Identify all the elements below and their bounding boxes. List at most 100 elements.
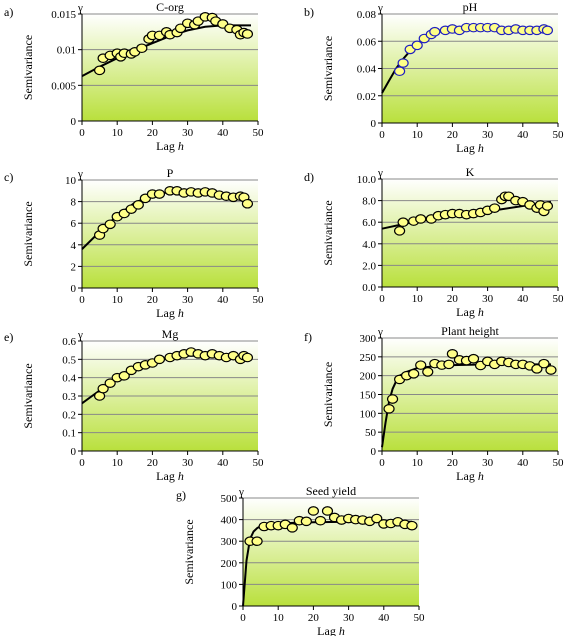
y-tick-label: 100 bbox=[360, 408, 377, 420]
chart-title: C-org bbox=[156, 0, 184, 14]
data-point bbox=[174, 23, 187, 34]
y-tick-label: 0.5 bbox=[62, 354, 76, 366]
chart-title: P bbox=[167, 166, 174, 180]
gamma-symbol: γ bbox=[77, 2, 83, 14]
data-point bbox=[251, 536, 263, 546]
y-axis-label: Semivariance bbox=[321, 36, 335, 101]
data-point bbox=[241, 352, 254, 363]
x-axis-label: Lag h bbox=[156, 139, 184, 153]
y-axis-label: Semivariance bbox=[321, 362, 335, 427]
data-point bbox=[132, 200, 144, 210]
data-point bbox=[406, 520, 418, 531]
y-tick-label: 0.0 bbox=[362, 282, 376, 294]
x-tick-label: 10 bbox=[412, 129, 424, 141]
y-tick-label: 400 bbox=[221, 515, 238, 527]
y-tick-label: 0 bbox=[71, 446, 77, 458]
data-point bbox=[545, 365, 557, 375]
y-tick-label: 0.005 bbox=[51, 80, 76, 92]
y-tick-label: 0 bbox=[71, 116, 77, 128]
y-tick-label: 8 bbox=[71, 197, 77, 209]
x-axis-label: Lag h bbox=[156, 469, 184, 483]
data-point bbox=[153, 189, 166, 199]
data-point bbox=[241, 29, 254, 39]
x-tick-label: 40 bbox=[517, 293, 529, 305]
y-tick-label: 0.06 bbox=[357, 36, 377, 48]
data-point bbox=[300, 516, 312, 527]
gamma-symbol: γ bbox=[77, 329, 83, 341]
y-tick-label: 0.08 bbox=[357, 9, 377, 21]
data-point bbox=[104, 378, 116, 388]
y-tick-label: 6 bbox=[71, 218, 77, 230]
data-point bbox=[314, 515, 327, 526]
x-tick-label: 20 bbox=[447, 293, 459, 305]
y-tick-label: 4 bbox=[71, 240, 77, 252]
data-point bbox=[394, 66, 406, 77]
y-tick-label: 150 bbox=[360, 390, 377, 402]
data-point bbox=[541, 25, 554, 36]
x-tick-label: 20 bbox=[147, 127, 159, 139]
x-tick-label: 30 bbox=[482, 293, 494, 305]
chart-panel: 0 0.1 0.2 0.3 0.4 0.5 0.6 0 10 20 30 40 50 e) γ Mg Semiv… bbox=[4, 327, 264, 483]
y-tick-label: 0.04 bbox=[357, 64, 377, 76]
y-axis-label: Semivariance bbox=[21, 363, 35, 428]
data-point bbox=[136, 43, 148, 54]
y-tick-label: 0 bbox=[371, 446, 377, 458]
y-tick-label: 6.0 bbox=[362, 217, 376, 229]
x-tick-label: 0 bbox=[240, 612, 246, 624]
chart-title: K bbox=[466, 165, 475, 179]
y-tick-label: 100 bbox=[221, 579, 238, 591]
panel-letter: b) bbox=[304, 5, 314, 19]
y-tick-label: 0.4 bbox=[62, 373, 76, 385]
panel-letter: e) bbox=[4, 330, 13, 344]
data-point bbox=[397, 217, 409, 227]
x-tick-label: 40 bbox=[217, 127, 229, 139]
x-tick-label: 50 bbox=[414, 612, 426, 624]
data-point bbox=[307, 506, 319, 516]
panel-letter: d) bbox=[304, 170, 314, 184]
y-tick-label: 0.2 bbox=[62, 409, 76, 421]
data-point bbox=[411, 40, 423, 51]
gamma-symbol: γ bbox=[238, 486, 244, 498]
x-tick-label: 30 bbox=[482, 457, 494, 469]
chart-panel: 0 0.02 0.04 0.06 0.08 0 10 20 30 40 50 b) γ pH Semivar… bbox=[304, 0, 564, 155]
x-tick-label: 40 bbox=[378, 612, 390, 624]
y-tick-label: 4.0 bbox=[362, 239, 376, 251]
gamma-symbol: γ bbox=[377, 167, 383, 179]
chart-panel: 0.0 2.0 4.0 6.0 8.0 10.0 0 10 20 30 40 50 d) γ K Semiva… bbox=[304, 165, 564, 319]
x-tick-label: 30 bbox=[182, 457, 194, 469]
x-tick-label: 50 bbox=[253, 294, 265, 306]
data-point bbox=[286, 523, 298, 533]
data-point bbox=[408, 368, 420, 379]
y-axis-label: Semivariance bbox=[21, 35, 35, 100]
y-tick-label: 50 bbox=[365, 427, 377, 439]
x-tick-label: 10 bbox=[412, 457, 424, 469]
x-axis-label: Lag h bbox=[456, 305, 484, 319]
data-point bbox=[321, 506, 334, 516]
panel-letter: c) bbox=[4, 170, 13, 184]
x-tick-label: 20 bbox=[447, 129, 459, 141]
y-tick-label: 0.02 bbox=[357, 91, 376, 103]
y-tick-label: 300 bbox=[221, 536, 238, 548]
data-point bbox=[467, 353, 480, 364]
data-point bbox=[118, 371, 130, 381]
chart-title: pH bbox=[463, 0, 478, 14]
x-tick-label: 20 bbox=[147, 294, 159, 306]
chart-panel: 0 50 100 150 200 250 300 0 10 20 30 40 50 f) γ Plant he… bbox=[304, 324, 564, 483]
data-point bbox=[104, 219, 116, 230]
x-axis-label: Lag h bbox=[456, 469, 484, 483]
x-tick-label: 0 bbox=[79, 457, 85, 469]
y-tick-label: 0.6 bbox=[62, 336, 76, 348]
x-tick-label: 10 bbox=[412, 293, 424, 305]
y-tick-label: 200 bbox=[221, 558, 238, 570]
x-tick-label: 40 bbox=[217, 294, 229, 306]
data-point bbox=[541, 201, 554, 211]
gamma-symbol: γ bbox=[77, 168, 83, 180]
x-tick-label: 10 bbox=[112, 127, 124, 139]
y-tick-label: 0 bbox=[71, 283, 77, 295]
chart-panel: 0 100 200 300 400 500 0 10 20 30 40 50 g) γ Seed yield… bbox=[176, 484, 425, 636]
data-point bbox=[422, 367, 434, 377]
x-tick-label: 20 bbox=[308, 612, 320, 624]
x-tick-label: 20 bbox=[147, 457, 159, 469]
x-tick-label: 40 bbox=[217, 457, 229, 469]
